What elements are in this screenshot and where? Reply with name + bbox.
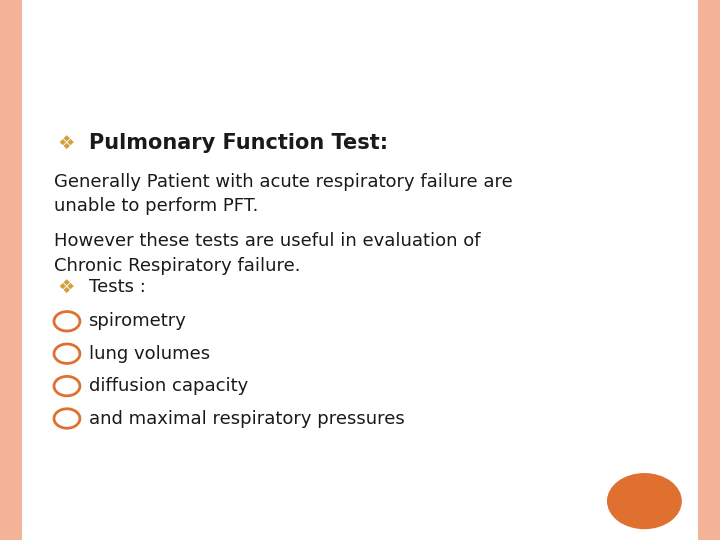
Text: lung volumes: lung volumes	[89, 345, 210, 363]
Text: However these tests are useful in evaluation of
Chronic Respiratory failure.: However these tests are useful in evalua…	[54, 232, 480, 274]
Bar	[698, 0, 720, 540]
Text: Generally Patient with acute respiratory failure are
unable to perform PFT.: Generally Patient with acute respiratory…	[54, 173, 513, 215]
Text: and maximal respiratory pressures: and maximal respiratory pressures	[89, 409, 405, 428]
Text: spirometry: spirometry	[89, 312, 186, 330]
Text: ❖: ❖	[58, 278, 75, 297]
Text: ❖: ❖	[58, 133, 75, 153]
Text: Pulmonary Function Test:: Pulmonary Function Test:	[89, 133, 387, 153]
Text: diffusion capacity: diffusion capacity	[89, 377, 248, 395]
Bar	[0, 0, 22, 540]
Text: Tests :: Tests :	[89, 278, 145, 296]
Circle shape	[607, 473, 682, 529]
